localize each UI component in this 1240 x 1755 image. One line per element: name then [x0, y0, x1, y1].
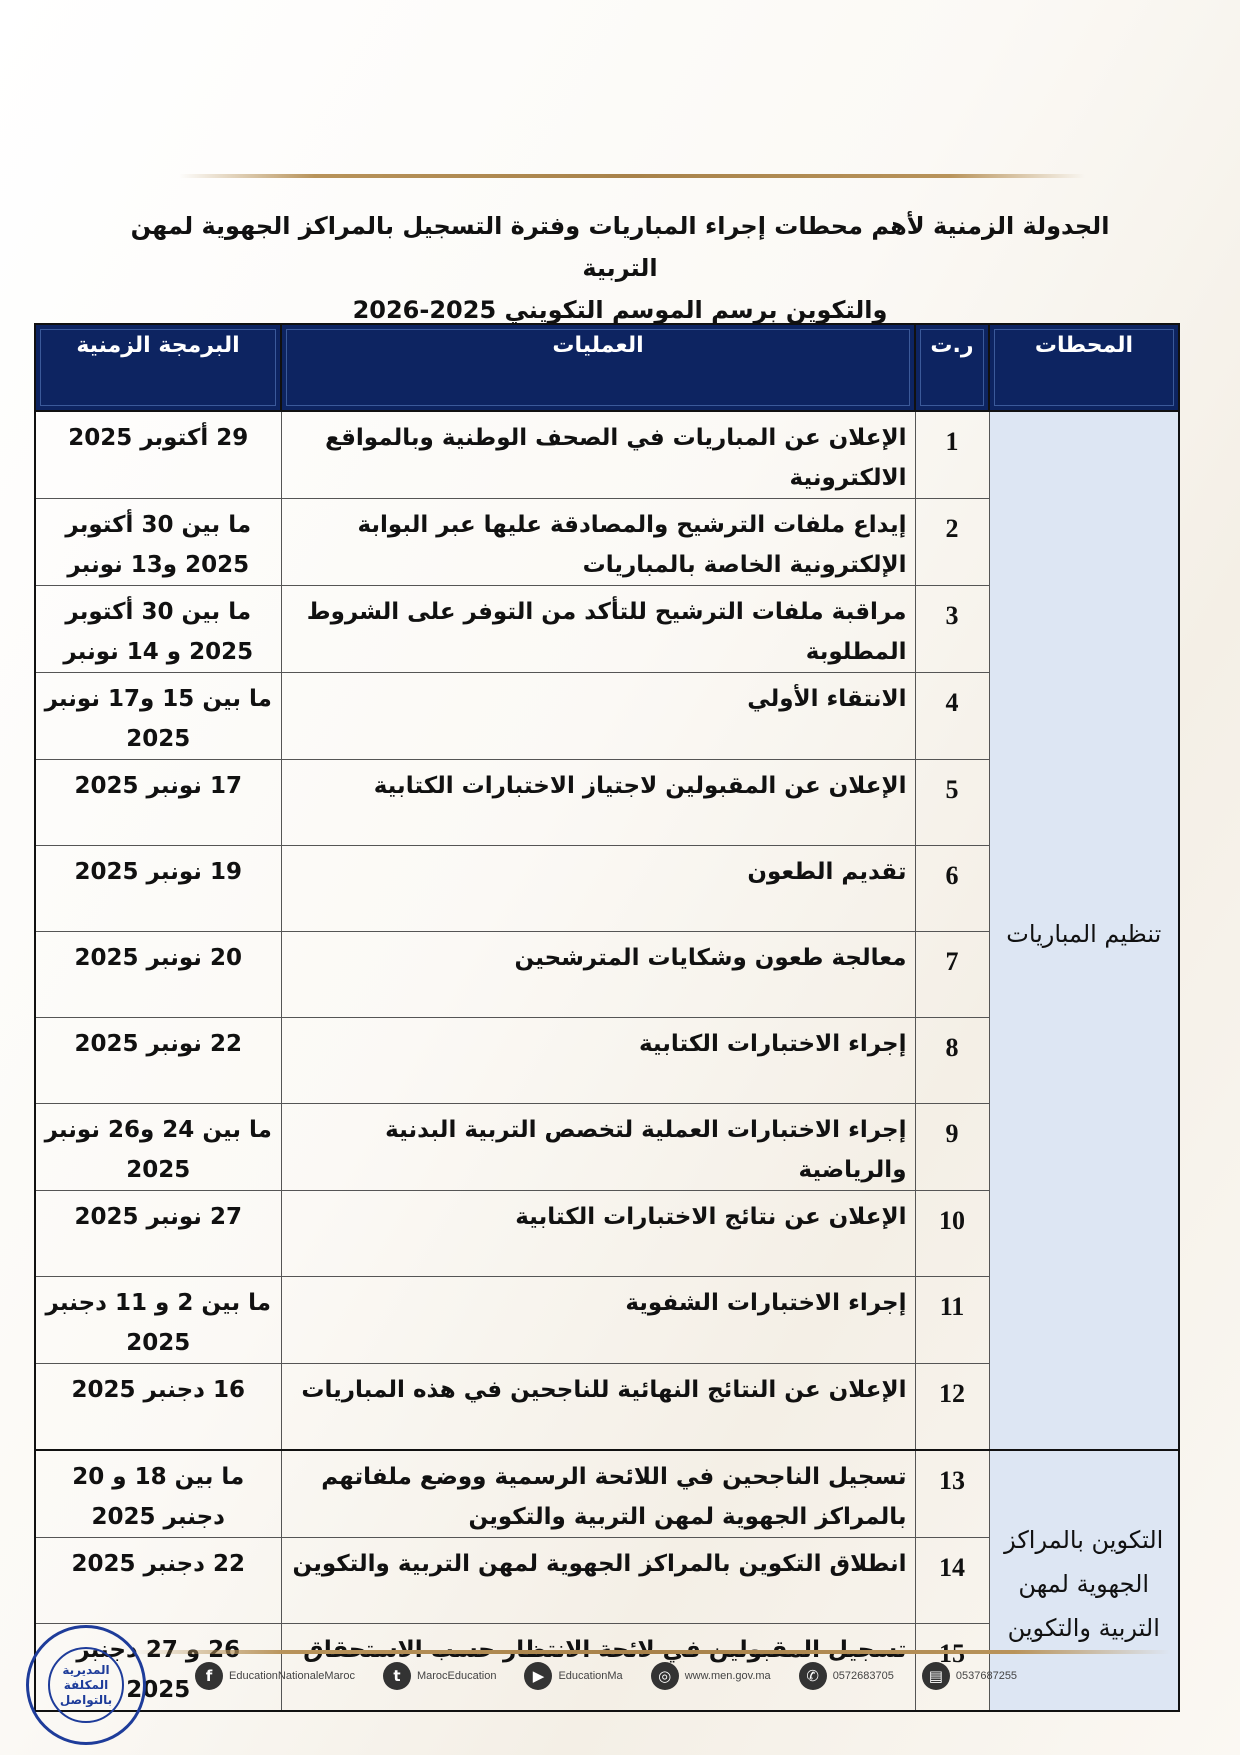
row-number: 12: [914, 1363, 990, 1451]
date-cell: 17 نونبر 2025: [34, 759, 282, 846]
operation-cell: الإعلان عن النتائج النهائية للناجحين في …: [280, 1363, 916, 1451]
row-number: 13: [914, 1449, 990, 1538]
footer-contacts: f EducationNationaleMaroc t MarocEducation ▶…: [195, 1662, 1045, 1690]
operation-cell: الانتقاء الأولي: [280, 672, 916, 760]
top-divider: [179, 174, 1085, 178]
header-operations: العمليات: [280, 323, 916, 412]
operation-cell: تسجيل الناجحين في اللائحة الرسمية ووضع م…: [280, 1449, 916, 1538]
table-row: 14 انطلاق التكوين بالمراكز الجهوية لمهن ا…: [34, 1537, 1179, 1624]
operation-cell: الإعلان عن المقبولين لاجتياز الاختبارات …: [280, 759, 916, 846]
table-row: 8 إجراء الاختبارات الكتابية 22 نونبر 2025: [34, 1017, 1179, 1104]
footer-item-text: 0537687255: [955, 1670, 1018, 1682]
table-row: 3 مراقبة ملفات الترشيح للتأكد من التوفر ع…: [34, 585, 1179, 673]
fax-icon: ▤: [921, 1662, 950, 1690]
table-row: 12 الإعلان عن النتائج النهائية للناجحين ف…: [34, 1363, 1179, 1451]
operation-cell: إجراء الاختبارات الشفوية: [280, 1276, 916, 1364]
facebook-icon: f: [195, 1662, 223, 1690]
table-row: 6 تقديم الطعون 19 نونبر 2025: [34, 845, 1179, 932]
row-number: 5: [914, 759, 990, 846]
row-number: 14: [914, 1537, 990, 1624]
operation-cell: مراقبة ملفات الترشيح للتأكد من التوفر عل…: [280, 585, 916, 673]
date-cell: ما بين 15 و17 نونبر 2025: [34, 672, 282, 760]
date-cell: ما بين 2 و 11 دجنبر 2025: [34, 1276, 282, 1364]
footer-item-text: MarocEducation: [416, 1670, 497, 1682]
operation-cell: معالجة طعون وشكايات المترشحين: [280, 931, 916, 1018]
date-cell: 27 نونبر 2025: [34, 1190, 282, 1277]
operation-cell: إجراء الاختبارات الكتابية: [280, 1017, 916, 1104]
row-number: 6: [914, 845, 990, 932]
directorate-seal: المديرية المكلفة بالتواصل: [26, 1625, 146, 1745]
footer-item-text: 0572683705: [832, 1670, 894, 1682]
header-num: ر.ت: [914, 323, 990, 412]
operation-cell: تقديم الطعون: [280, 845, 916, 932]
table-row: تنظيم المباريات 1 الإعلان عن المباريات في …: [34, 410, 1180, 1451]
date-cell: 16 دجنبر 2025: [34, 1363, 282, 1451]
row-number: 8: [914, 1017, 990, 1104]
phone-icon: ✆: [798, 1662, 827, 1690]
date-cell: ما بين 18 و 20 دجنبر 2025: [34, 1449, 282, 1538]
header-stations: المحطات: [988, 323, 1180, 412]
date-cell: ما بين 30 أكتوبر 2025 و13 نونبر: [34, 498, 282, 586]
operation-cell: الإعلان عن نتائج الاختبارات الكتابية: [280, 1190, 916, 1277]
table-row: 4 الانتقاء الأولي ما بين 15 و17 نونبر 2025: [34, 672, 1179, 760]
page-title: الجدولة الزمنية لأهم محطات إجراء المباري…: [100, 205, 1140, 331]
row-number: 1: [914, 410, 990, 499]
table-row: 11 إجراء الاختبارات الشفوية ما بين 2 و 11 …: [34, 1276, 1179, 1364]
footer-item[interactable]: ✆ 0572683705: [798, 1662, 894, 1690]
footer-item-text: EducationNationaleMaroc: [229, 1670, 355, 1682]
schedule-table: المحطات ر.ت العمليات البرمجة الزمنية تنظ…: [34, 323, 1180, 1712]
date-cell: 20 نونبر 2025: [34, 931, 282, 1018]
row-number: 2: [914, 498, 990, 586]
row-number: 11: [914, 1276, 990, 1364]
row-number: 10: [914, 1190, 990, 1277]
operation-cell: انطلاق التكوين بالمراكز الجهوية لمهن الت…: [280, 1537, 916, 1624]
operation-cell: إجراء الاختبارات العملية لتخصص التربية ا…: [280, 1103, 916, 1191]
seal-text: المديرية المكلفة بالتواصل: [48, 1647, 124, 1723]
station-cell: التكوين بالمراكز الجهوية لمهن التربية وا…: [988, 1449, 1180, 1712]
footer-item[interactable]: t MarocEducation: [382, 1662, 497, 1690]
footer-item-text: www.men.gov.ma: [684, 1670, 771, 1682]
footer-item[interactable]: ◎ www.men.gov.ma: [650, 1662, 771, 1690]
title-line-2: والتكوين برسم الموسم التكويني 2025-2026: [352, 296, 888, 324]
footer-item[interactable]: f EducationNationaleMaroc: [195, 1662, 355, 1690]
table-row: 10 الإعلان عن نتائج الاختبارات الكتابية 27…: [34, 1190, 1179, 1277]
date-cell: 19 نونبر 2025: [34, 845, 282, 932]
youtube-icon: ▶: [524, 1662, 553, 1690]
date-cell: 22 نونبر 2025: [34, 1017, 282, 1104]
date-cell: 22 دجنبر 2025: [34, 1537, 282, 1624]
footer-item[interactable]: ▶ EducationMa: [524, 1662, 623, 1690]
table-row: التكوين بالمراكز الجهوية لمهن التربية وا…: [34, 1449, 1180, 1712]
footer-divider: [130, 1650, 1170, 1654]
footer-item[interactable]: ▤ 0537687255: [921, 1662, 1018, 1690]
operation-cell: الإعلان عن المباريات في الصحف الوطنية وب…: [280, 410, 916, 499]
twitter-icon: t: [382, 1662, 411, 1690]
title-line-1: الجدولة الزمنية لأهم محطات إجراء المباري…: [130, 212, 1110, 282]
row-number: 4: [914, 672, 990, 760]
globe-icon: ◎: [650, 1662, 679, 1690]
table-row: 2 إيداع ملفات الترشيح والمصادقة عليها عبر…: [34, 498, 1179, 586]
row-number: 9: [914, 1103, 990, 1191]
date-cell: ما بين 30 أكتوبر 2025 و 14 نونبر: [34, 585, 282, 673]
table-row: 9 إجراء الاختبارات العملية لتخصص التربية …: [34, 1103, 1179, 1191]
table-header-row: المحطات ر.ت العمليات البرمجة الزمنية: [34, 323, 1180, 412]
date-cell: 29 أكتوبر 2025: [34, 410, 282, 499]
date-cell: ما بين 24 و26 نونبر 2025: [34, 1103, 282, 1191]
station-cell: تنظيم المباريات: [988, 410, 1180, 1451]
footer-item-text: EducationMa: [558, 1670, 623, 1682]
table-row: 7 معالجة طعون وشكايات المترشحين 20 نونبر 2…: [34, 931, 1179, 1018]
operation-cell: إيداع ملفات الترشيح والمصادقة عليها عبر …: [280, 498, 916, 586]
row-number: 7: [914, 931, 990, 1018]
row-number: 3: [914, 585, 990, 673]
header-schedule: البرمجة الزمنية: [34, 323, 282, 412]
